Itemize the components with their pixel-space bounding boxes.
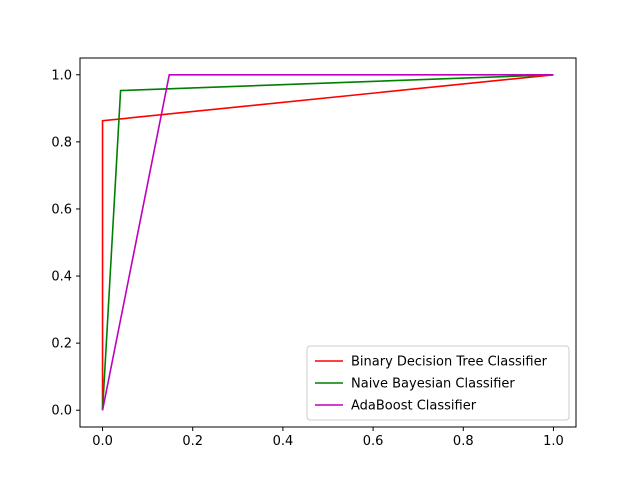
plot-frame (79, 57, 577, 428)
axis-ticks: 0.0 0.2 0.4 0.6 0.8 1.0 0.0 0.2 0.4 0.6 0.8 1.0 (51, 68, 563, 449)
legend-label-1: Binary Decision Tree Classifier (351, 355, 548, 370)
y-tick-label: 0.2 (51, 337, 72, 352)
x-tick-label: 0.4 (273, 434, 294, 449)
x-tick-label: 0.6 (363, 434, 384, 449)
x-tick-label: 0.2 (182, 434, 203, 449)
series-line-3 (101, 73, 554, 411)
legend: Binary Decision Tree Classifier Naive Bay… (306, 345, 570, 421)
y-tick-label: 0.8 (51, 135, 72, 150)
series-lines (101, 73, 554, 411)
y-tick-label: 0.4 (51, 270, 72, 285)
series-line-1 (101, 73, 554, 411)
legend-box (306, 345, 570, 421)
legend-label-3: AdaBoost Classifier (351, 399, 477, 414)
legend-label-2: Naive Bayesian Classifier (351, 377, 515, 392)
x-tick-label: 1.0 (543, 434, 564, 449)
x-tick-label: 0.0 (92, 434, 113, 449)
x-tick-label: 0.8 (453, 434, 474, 449)
y-tick-label: 1.0 (51, 68, 72, 83)
series-line-2 (101, 73, 554, 411)
y-tick-label: 0.0 (51, 404, 72, 419)
y-tick-label: 0.6 (51, 202, 72, 217)
